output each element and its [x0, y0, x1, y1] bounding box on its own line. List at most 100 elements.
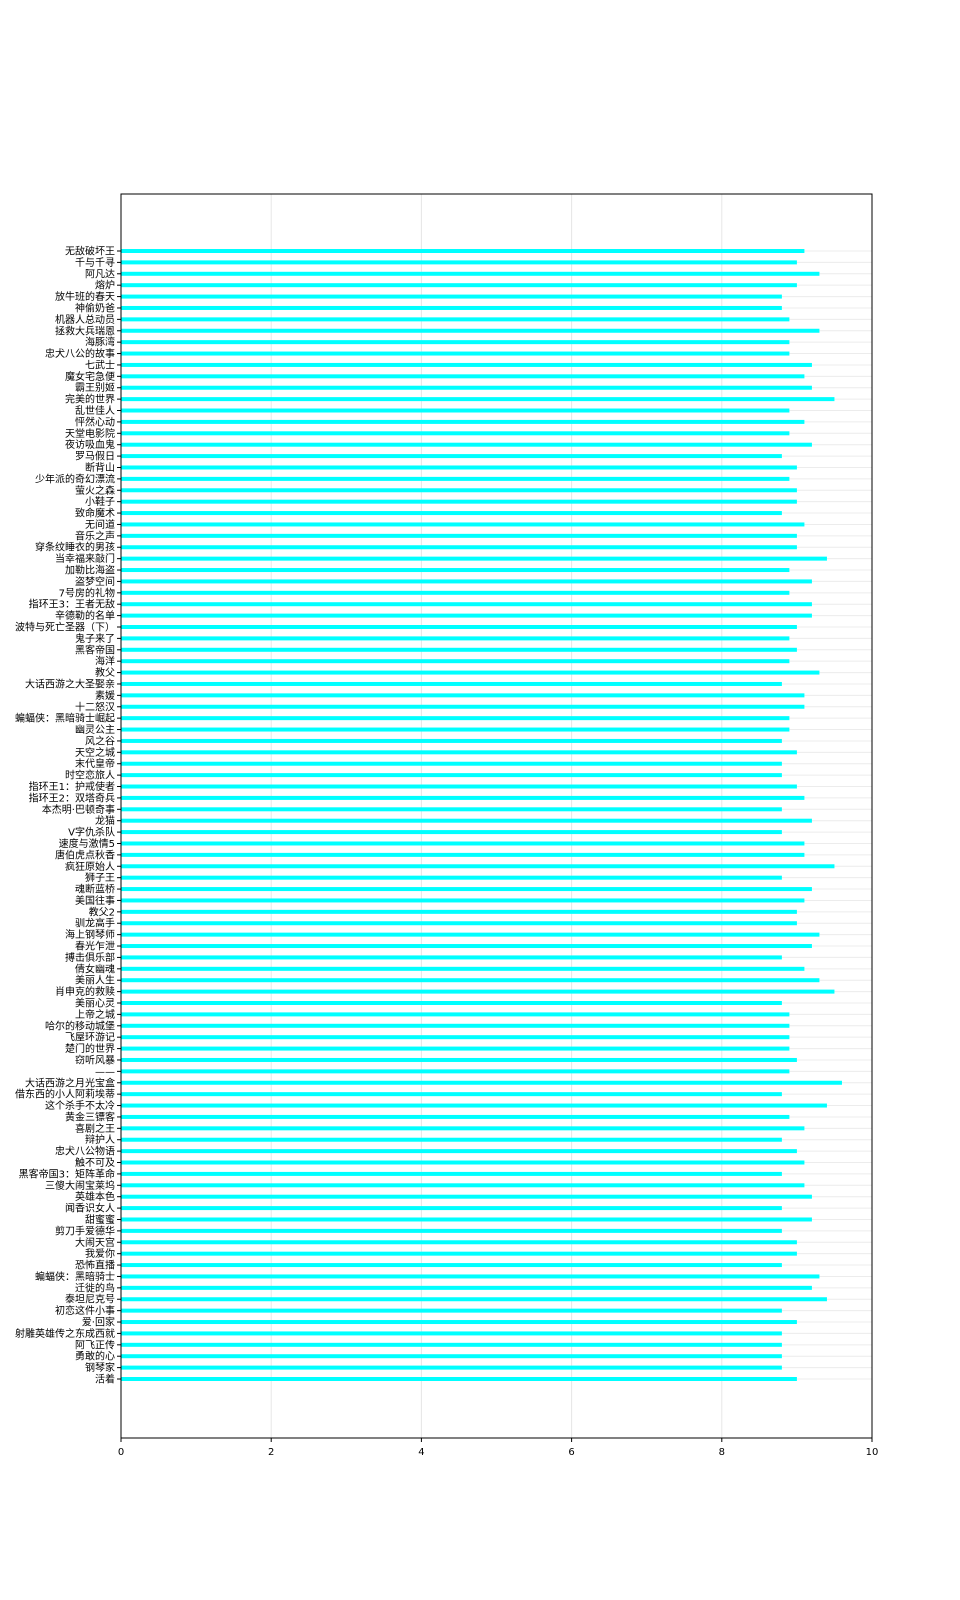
category-label: 哈尔的移动城堡: [45, 1019, 115, 1032]
category-label: 美丽人生: [75, 974, 115, 987]
bar: [121, 431, 790, 436]
bar: [121, 693, 805, 698]
category-label: 夜访吸血鬼: [65, 438, 115, 451]
bar: [121, 385, 812, 390]
category-label: 钢琴家: [85, 1361, 115, 1374]
bar: [121, 397, 835, 402]
category-label: 完美的世界: [65, 393, 115, 406]
category-label: 盗梦空间: [75, 575, 115, 588]
bar: [121, 1046, 790, 1051]
category-label: 活着: [95, 1373, 115, 1386]
bar: [121, 454, 782, 459]
category-label: 蝙蝠侠：黑暗骑士: [35, 1270, 115, 1283]
category-label: 黄金三镖客: [65, 1110, 115, 1123]
bar: [121, 568, 790, 573]
category-label: 射雕英雄传之东成西就: [15, 1327, 115, 1340]
category-label: 大话西游之月光宝盒: [25, 1076, 115, 1089]
bar: [121, 1149, 797, 1154]
category-label: 致命魔术: [75, 507, 115, 520]
category-label: 春光乍泄: [75, 940, 115, 953]
category-label: 海豚湾: [85, 336, 115, 349]
bar: [121, 1114, 790, 1119]
category-label: 指环王1：护戒使者: [29, 780, 115, 793]
bar: [121, 1377, 797, 1381]
bar: [121, 362, 812, 367]
category-label: 美国往事: [75, 894, 115, 907]
bar: [121, 1240, 797, 1245]
bar: [121, 1251, 797, 1256]
bar: [121, 761, 782, 766]
bars: [121, 249, 842, 1381]
category-label: 当幸福来敲门: [55, 552, 115, 565]
category-label: 无敌破坏王: [65, 245, 115, 258]
category-label: 黑客帝国3：矩阵革命: [19, 1167, 115, 1180]
category-label: 天堂电影院: [65, 427, 115, 440]
bar: [121, 1194, 812, 1199]
bar: [121, 1206, 782, 1211]
bar: [121, 533, 797, 538]
category-label: 倩女幽魂: [75, 962, 115, 975]
category-label: 肖申克的救赎: [55, 985, 115, 998]
category-label: 教父: [95, 666, 115, 679]
category-label: 上帝之城: [75, 1008, 115, 1021]
category-label: 少年派的奇幻漂流: [35, 472, 115, 485]
category-label: 黑客帝国: [75, 643, 115, 656]
bar: [121, 305, 782, 310]
bar: [121, 795, 805, 800]
bar: [121, 419, 805, 424]
bar: [121, 1354, 782, 1359]
category-label: 罗马假日: [75, 450, 115, 463]
bar: [121, 716, 790, 721]
bar: [121, 1331, 782, 1336]
category-label: 风之谷: [85, 734, 115, 747]
bar: [121, 989, 835, 994]
bar: [121, 1285, 812, 1290]
category-label: 辩护人: [85, 1133, 115, 1146]
category-label: 阿凡达: [85, 268, 115, 280]
category-label: 萤火之森: [75, 484, 115, 497]
category-label: 幽灵公主: [75, 724, 115, 736]
bar: [121, 1320, 797, 1325]
bar: [121, 1160, 805, 1165]
bar: [121, 260, 797, 265]
category-label: 窃听风暴: [75, 1053, 115, 1066]
bar: [121, 249, 805, 253]
bar: [121, 613, 812, 618]
category-label: 英雄本色: [75, 1190, 115, 1203]
bar: [121, 704, 805, 709]
category-label: 速度与激情5: [59, 837, 115, 850]
category-label: 辛德勒的名单: [55, 609, 115, 622]
category-label: 魔女宅急便: [65, 370, 115, 383]
bar: [121, 681, 782, 686]
bar: [121, 556, 827, 561]
category-label: 拯救大兵瑞恩: [55, 324, 115, 337]
category-label: 本杰明·巴顿奇事: [42, 803, 115, 816]
bar: [121, 1217, 812, 1222]
bar: [121, 1103, 827, 1108]
bar: [121, 294, 782, 299]
bar: [121, 1365, 782, 1370]
bar: [121, 625, 797, 629]
category-label: 末代皇帝: [75, 757, 115, 770]
category-label: 音乐之声: [75, 529, 115, 542]
bar: [121, 738, 782, 743]
bar: [121, 1001, 782, 1005]
category-label: ——: [95, 1067, 115, 1078]
x-tick-label: 8: [719, 1447, 725, 1458]
bar: [121, 442, 812, 447]
category-label: 这个杀手不太冷: [45, 1099, 115, 1112]
bar: [121, 636, 790, 641]
category-label: 恐怖直播: [75, 1259, 115, 1272]
category-label: 7号房的礼物: [59, 586, 115, 599]
bar: [121, 476, 790, 481]
bar: [121, 488, 797, 493]
bar: [121, 374, 805, 379]
bar: [121, 818, 812, 823]
bar: [121, 590, 790, 595]
x-tick-label: 4: [418, 1447, 424, 1458]
category-label: 怦然心动: [75, 415, 115, 428]
category-label: 波特与死亡圣器（下）: [15, 621, 115, 634]
category-label: 千与千寻: [75, 257, 115, 269]
bar: [121, 408, 790, 413]
bar: [121, 1080, 842, 1085]
